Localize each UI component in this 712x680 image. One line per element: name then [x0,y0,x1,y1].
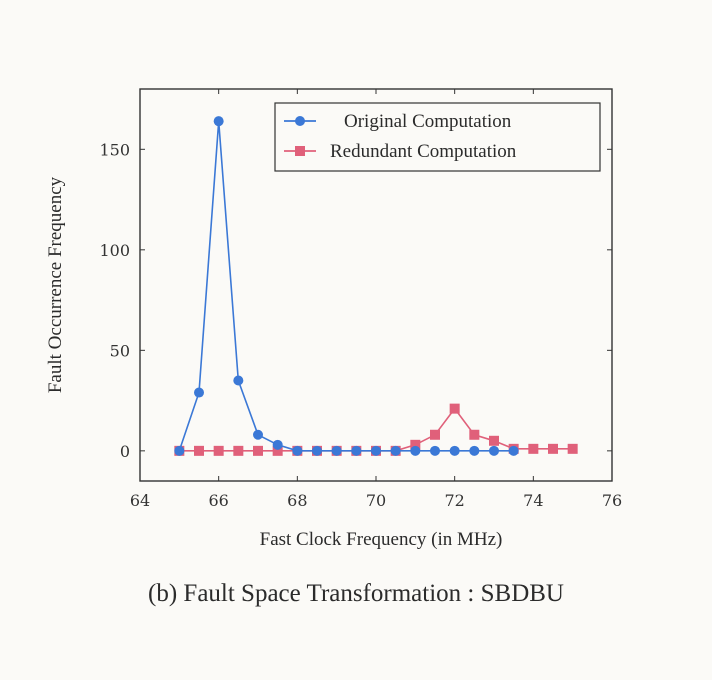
data-point-redundant-computation [449,403,460,414]
data-point-original-computation [508,445,519,456]
data-point-redundant-computation [528,443,539,454]
data-point-redundant-computation [194,445,204,456]
data-point-original-computation [351,445,362,456]
data-point-original-computation [213,116,224,127]
y-tick-label: 0 [120,442,130,461]
x-tick-label: 70 [366,491,386,510]
figure-caption: (b) Fault Space Transformation : SBDBU [148,580,564,607]
data-point-redundant-computation [213,445,224,456]
data-point-redundant-computation [233,445,244,456]
line-chart: 64 66 68 70 72 74 76 0 50 100 150 Fast Clock Frequ… [45,88,622,550]
y-axis-title: Fault Occurrence Frequency [45,176,66,393]
data-point-original-computation [449,445,460,456]
data-point-redundant-computation [469,429,480,440]
x-tick-label: 76 [602,491,622,510]
y-tick-label: 50 [110,341,130,360]
x-tick-label: 72 [444,491,464,510]
data-point-original-computation [272,439,283,450]
data-point-original-computation [292,445,303,456]
data-point-redundant-computation [489,435,499,446]
data-point-original-computation [489,445,499,456]
data-point-redundant-computation [272,445,283,456]
legend: Original Computation Redundant Computati… [274,102,601,172]
data-point-original-computation [410,445,421,456]
data-point-original-computation [371,445,381,456]
data-point-original-computation [253,429,263,440]
data-point-original-computation [390,445,401,456]
legend-marker-original [295,116,305,126]
legend-box [274,102,601,172]
x-tick-label: 66 [208,491,228,510]
legend-label-original: Original Computation [344,111,512,132]
y-tick-label: 150 [99,140,130,159]
axis-ticks: 64 66 68 70 72 74 76 0 50 100 150 [99,89,622,510]
data-point-original-computation [194,387,204,398]
legend-label-redundant: Redundant Computation [330,141,517,162]
data-point-original-computation [312,445,322,456]
data-point-redundant-computation [567,443,578,454]
data-point-redundant-computation [430,429,440,440]
x-tick-label: 74 [523,491,543,510]
x-tick-label: 68 [287,491,307,510]
y-tick-label: 100 [99,241,130,260]
data-point-original-computation [331,445,342,456]
data-point-original-computation [174,445,185,456]
data-point-redundant-computation [253,445,263,456]
series-layer [174,116,578,456]
x-tick-label: 64 [130,491,150,510]
data-point-original-computation [430,445,440,456]
data-point-redundant-computation [548,443,558,454]
x-axis-title: Fast Clock Frequency (in MHz) [260,529,503,550]
legend-marker-redundant [295,146,305,156]
data-point-redundant-computation [410,439,421,450]
data-point-original-computation [233,375,244,386]
data-point-original-computation [469,445,480,456]
